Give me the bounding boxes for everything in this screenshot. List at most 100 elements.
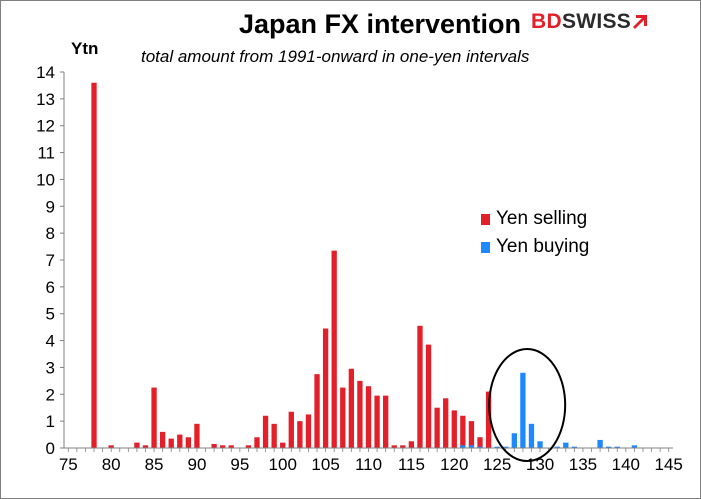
legend-item-yen-buying: Yen buying [481, 233, 589, 261]
bar-yen-selling [443, 398, 449, 448]
bar-yen-selling [91, 82, 97, 449]
bar-yen-selling [177, 434, 183, 448]
bar-yen-selling [194, 423, 200, 448]
bar-yen-buying [606, 446, 612, 448]
legend-swatch-yen-selling [481, 213, 490, 225]
bar-yen-buying [554, 446, 560, 448]
bar-yen-selling [134, 442, 140, 448]
bar-yen-buying [468, 445, 475, 448]
bar-yen-selling [280, 442, 286, 448]
bar-yen-selling [142, 445, 149, 448]
chart-title: Japan FX intervention [238, 9, 522, 39]
bar-yen-selling [314, 374, 320, 448]
bar-yen-selling [425, 344, 432, 448]
y-tick-label: 5 [46, 305, 55, 324]
x-tick-label: 75 [59, 455, 78, 474]
bar-yen-buying [537, 441, 543, 448]
bar-yen-selling [168, 438, 174, 448]
x-tick-label: 90 [187, 455, 206, 474]
bar-yen-selling [365, 386, 372, 448]
bar-yen-selling [340, 387, 346, 448]
bar-yen-buying [614, 446, 620, 448]
bar-yen-selling [400, 445, 406, 448]
legend-label-yen-buying: Yen buying [496, 236, 590, 257]
bar-yen-buying [460, 445, 466, 448]
bar-yen-selling [485, 391, 492, 448]
bar-yen-selling [305, 414, 312, 448]
x-tick-label: 140 [612, 455, 640, 474]
bar-yen-selling [211, 443, 217, 448]
bar-yen-buying [477, 446, 483, 448]
bar-yen-buying [503, 446, 509, 448]
chart-legend: Yen selling Yen buying [481, 205, 589, 261]
bar-yen-buying [563, 442, 569, 448]
y-tick-label: 6 [46, 278, 55, 297]
y-tick-label: 12 [36, 117, 55, 136]
y-tick-label: 13 [36, 90, 55, 109]
x-tick-label: 85 [145, 455, 164, 474]
y-tick-label: 1 [46, 412, 55, 431]
x-tick-label: 105 [311, 455, 339, 474]
arrow-up-right-icon [633, 15, 648, 29]
legend-swatch-yen-buying [481, 241, 490, 253]
x-tick-label: 110 [355, 455, 382, 474]
bar-yen-selling [348, 368, 355, 448]
bar-yen-selling [254, 437, 260, 448]
bar-yen-selling [391, 445, 397, 448]
x-tick-label: 95 [230, 455, 249, 474]
bar-yen-selling [185, 437, 192, 448]
bar-yen-selling [228, 445, 234, 448]
y-tick-label: 3 [46, 358, 55, 377]
y-tick-label: 4 [46, 332, 55, 351]
bar-yen-selling [417, 325, 423, 448]
y-tick-label: 2 [46, 385, 55, 404]
bar-yen-selling [374, 395, 380, 448]
brand-logo-text-right: SWISS [561, 10, 632, 33]
y-tick-label: 0 [46, 439, 55, 458]
x-tick-label: 120 [440, 455, 468, 474]
bar-yen-buying [528, 423, 535, 448]
bar-yen-selling [383, 395, 389, 448]
y-tick-label: 7 [46, 251, 55, 270]
bar-yen-selling [151, 387, 157, 448]
bar-yen-buying [511, 433, 517, 448]
y-tick-label: 14 [36, 63, 55, 82]
bar-yen-buying [571, 446, 578, 448]
y-tick-label: 10 [36, 170, 55, 189]
bar-yen-selling [468, 421, 475, 448]
bar-yen-selling [460, 415, 466, 448]
x-tick-label: 115 [398, 455, 425, 474]
highlight-ellipse [488, 348, 567, 463]
bar-yen-selling [245, 445, 252, 448]
bar-yen-selling [408, 441, 415, 448]
x-tick-label: 100 [269, 455, 297, 474]
y-tick-label: 11 [37, 144, 55, 163]
bar-yen-selling [331, 250, 337, 448]
y-tick-label: 9 [46, 197, 55, 216]
x-tick-label: 80 [102, 455, 121, 474]
bar-yen-selling [271, 423, 277, 448]
bar-yen-selling [451, 410, 457, 448]
chart-subtitle: total amount from 1991-onward in one-yen… [141, 47, 530, 66]
x-tick-label: 125 [483, 455, 511, 474]
bar-yen-selling [108, 445, 114, 448]
bar-yen-selling [297, 421, 303, 448]
bar-yen-selling [262, 415, 269, 448]
bar-yen-selling [434, 407, 440, 448]
bar-yen-selling [322, 328, 329, 448]
bar-yen-selling [159, 431, 166, 448]
bar-yen-buying [631, 445, 638, 448]
legend-label-yen-selling: Yen selling [496, 208, 588, 229]
y-tick-label: 8 [46, 224, 55, 243]
x-tick-label: 145 [655, 455, 683, 474]
bar-yen-selling [357, 380, 363, 448]
bar-yen-buying [520, 372, 526, 448]
bar-yen-selling [220, 445, 226, 448]
bar-yen-selling [477, 437, 483, 448]
legend-item-yen-selling: Yen selling [481, 205, 589, 233]
brand-logo-text-left: BD [531, 10, 562, 33]
bar-yen-buying [494, 446, 500, 448]
bar-yen-selling [288, 411, 294, 448]
